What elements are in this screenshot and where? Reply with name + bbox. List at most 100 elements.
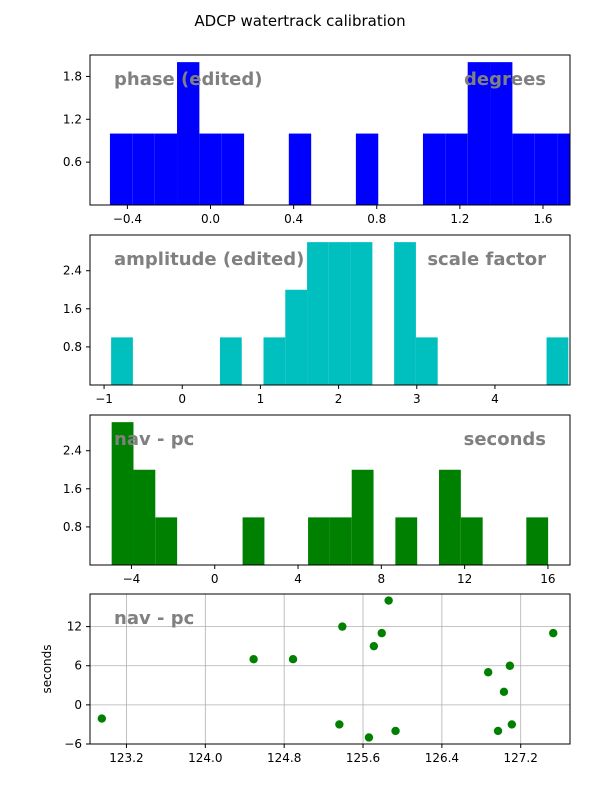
histogram-bar: [445, 133, 468, 205]
x-tick-label: 0.4: [284, 212, 303, 226]
histogram-bar: [133, 469, 156, 565]
histogram-bar: [263, 337, 286, 385]
panel-label-left: nav - pc: [114, 608, 194, 629]
x-tick-label: 3: [413, 392, 421, 406]
y-tick-label: 6: [74, 659, 82, 673]
scatter-point: [97, 714, 107, 723]
histogram-bar: [526, 517, 549, 565]
histogram-bar: [132, 133, 155, 205]
amplitude-histogram-panel: −1 0 1 2 3 4 0.8 1.6 2.4 amplitude (edited) scale …: [63, 234, 571, 406]
x-tick-label: 0.0: [201, 212, 220, 226]
x-tick-label: 126.4: [425, 751, 459, 765]
panel-label-left: amplitude (edited): [114, 249, 304, 270]
histogram-bar: [111, 337, 133, 385]
panel-label-left: nav - pc: [114, 429, 194, 450]
histogram-bar: [219, 337, 242, 385]
histogram-bar: [109, 133, 133, 205]
histogram-bar: [415, 337, 438, 385]
histogram-bar: [422, 133, 446, 205]
histogram-bar: [328, 242, 351, 385]
x-tick-label: 16: [540, 572, 555, 586]
scatter-point: [288, 655, 298, 664]
histogram-bar: [534, 133, 558, 205]
histogram-bar: [221, 133, 245, 205]
y-tick-label: 1.6: [63, 302, 82, 316]
scatter-point: [338, 622, 347, 631]
panel-label-right: seconds: [464, 429, 546, 450]
y-tick-label: 0: [74, 698, 82, 712]
scatter-point: [384, 596, 393, 605]
histogram-bar: [490, 62, 513, 205]
y-tick-label: 0.6: [63, 155, 82, 169]
histogram-bar: [307, 242, 329, 385]
histogram-bar: [308, 517, 330, 565]
scatter-point: [391, 726, 400, 736]
histogram-bar: [155, 517, 178, 565]
histogram-bar: [329, 517, 352, 565]
scatter-point: [505, 661, 515, 670]
x-tick-label: −0.4: [113, 212, 142, 226]
scatter-point: [493, 726, 503, 736]
y-tick-label: −6: [64, 737, 82, 751]
histogram-bar: [154, 133, 178, 205]
y-tick-label: 2.4: [63, 444, 82, 458]
histogram-bar: [439, 469, 461, 565]
axes-frame: [89, 54, 571, 206]
histogram-bar: [285, 289, 308, 385]
x-tick-label: 1.2: [450, 212, 469, 226]
scatter-point: [364, 733, 374, 742]
x-tick-label: 1: [257, 392, 265, 406]
histogram-bar: [350, 242, 373, 385]
histogram-bar: [394, 242, 416, 385]
phase-histogram-panel: −0.4 0.0 0.4 0.8 1.2 1.6 0.6 1.2 1.8 phase (edite…: [63, 54, 600, 226]
scatter-point: [249, 655, 258, 664]
panel-label-right: scale factor: [427, 249, 546, 270]
x-tick-label: 12: [457, 572, 472, 586]
x-tick-label: 0.8: [367, 212, 386, 226]
histogram-bar: [199, 133, 222, 205]
histogram-bar: [177, 62, 200, 205]
histogram-bar: [395, 517, 418, 565]
x-tick-label: 124.8: [267, 751, 301, 765]
x-tick-label: 8: [378, 572, 386, 586]
x-tick-label: 127.2: [504, 751, 538, 765]
scatter-point: [499, 687, 509, 697]
y-tick-label: 1.6: [63, 482, 82, 496]
histogram-bar: [557, 133, 570, 205]
y-tick-label: 1.2: [63, 112, 82, 126]
y-axis-label: seconds: [40, 644, 54, 693]
scatter-point: [483, 668, 493, 677]
scatter-point: [549, 628, 558, 638]
panel-label-right: degrees: [464, 69, 546, 90]
scatter-point: [507, 720, 517, 729]
x-tick-label: 4: [491, 392, 499, 406]
histogram-bar: [288, 133, 312, 205]
x-tick-label: 2: [335, 392, 343, 406]
scatter-point: [369, 641, 379, 651]
y-tick-label: 1.8: [63, 69, 82, 83]
scatter-point: [335, 720, 344, 729]
panel-label-left: phase (edited): [114, 69, 262, 90]
x-tick-label: 123.2: [109, 751, 143, 765]
x-tick-label: 0: [211, 572, 219, 586]
y-tick-label: 0.8: [63, 520, 82, 534]
figure-title: ADCP watertrack calibration: [194, 12, 406, 30]
y-tick-label: 0.8: [63, 340, 82, 354]
histogram-bar: [111, 422, 134, 565]
axes-frame: [89, 593, 571, 745]
x-tick-label: 125.6: [346, 751, 380, 765]
histogram-bar: [351, 469, 374, 565]
histogram-bar: [467, 62, 491, 205]
y-tick-label: 2.4: [63, 264, 82, 278]
histogram-bar: [579, 134, 600, 205]
histogram-bar: [355, 133, 379, 205]
scatter-point: [377, 628, 386, 638]
axes-frame: [89, 234, 571, 386]
nav-pc-histogram-panel: −4 0 4 8 12 16 0.8 1.6 2.4 nav - pc seconds: [63, 414, 571, 586]
nav-pc-scatter-panel: 123.2 124.0 124.8 125.6 126.4 127.2 −6 0 6 12 nav …: [40, 593, 571, 765]
x-tick-label: −1: [95, 392, 113, 406]
x-tick-label: 124.0: [188, 751, 222, 765]
y-tick-label: 12: [67, 620, 82, 634]
x-tick-label: −4: [123, 572, 141, 586]
